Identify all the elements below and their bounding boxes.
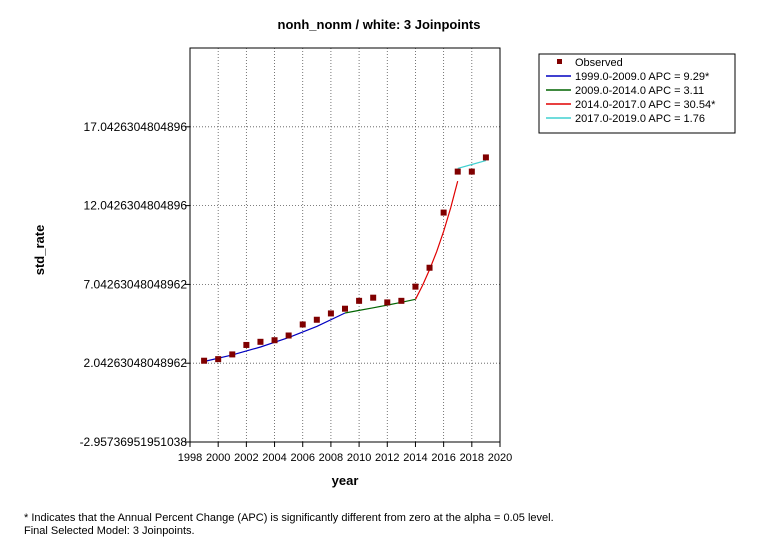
y-axis-ticks: -2.95736951951038 2.04263048048962 7.04263… xyxy=(80,120,190,449)
observed-point xyxy=(271,337,278,344)
x-axis-ticks: 1998 2000 2002 2004 2006 2008 2010 2012 2014 2016… xyxy=(178,442,512,464)
x-tick-label: 2004 xyxy=(262,452,286,464)
grid-lines xyxy=(189,48,501,443)
observed-point xyxy=(454,168,461,175)
legend-label: 2014.0-2017.0 APC = 30.54* xyxy=(575,99,716,111)
observed-point xyxy=(370,294,377,301)
legend-label: 2017.0-2019.0 APC = 1.76 xyxy=(575,113,705,125)
observed-point xyxy=(257,338,264,345)
series-line xyxy=(457,160,487,169)
y-tick-label: 7.04263048048962 xyxy=(84,277,188,291)
x-tick-label: 2016 xyxy=(431,452,455,464)
observed-point xyxy=(201,357,208,364)
legend-label: 1999.0-2009.0 APC = 9.29* xyxy=(575,71,710,83)
legend-label: 2009.0-2014.0 APC = 3.11 xyxy=(575,85,704,97)
observed-point xyxy=(426,264,433,271)
y-tick-label: 12.0426304804896 xyxy=(84,199,188,213)
y-tick-label: -2.95736951951038 xyxy=(80,435,188,449)
x-tick-label: 1998 xyxy=(178,452,202,464)
observed-point xyxy=(313,316,320,323)
observed-points xyxy=(201,154,489,364)
observed-point xyxy=(285,332,292,339)
x-tick-label: 2010 xyxy=(347,452,371,464)
observed-point xyxy=(243,341,250,348)
legend-box xyxy=(538,53,736,134)
x-tick-label: 2006 xyxy=(290,452,314,464)
x-tick-label: 2020 xyxy=(488,452,512,464)
footnote-significance: * Indicates that the Annual Percent Chan… xyxy=(24,512,554,524)
chart-title: nonh_nonm / white: 3 Joinpoints xyxy=(278,17,481,32)
observed-point xyxy=(299,321,306,328)
observed-point xyxy=(482,154,489,161)
legend: Observed 1999.0-2009.0 APC = 9.29* 2009.0-… xyxy=(538,53,736,134)
x-tick-label: 2000 xyxy=(206,452,230,464)
observed-point xyxy=(327,310,334,317)
y-tick-label: 2.04263048048962 xyxy=(84,356,188,370)
observed-point xyxy=(215,356,222,363)
legend-label-observed: Observed xyxy=(575,57,623,69)
observed-point xyxy=(384,299,391,306)
observed-point xyxy=(468,168,475,175)
legend-marker-observed xyxy=(557,59,562,64)
observed-point xyxy=(229,351,236,358)
y-axis-title: std_rate xyxy=(32,225,47,276)
observed-point xyxy=(398,297,405,304)
observed-point xyxy=(342,305,348,312)
footnote-final-model: Final Selected Model: 3 Joinpoints. xyxy=(24,525,195,537)
x-tick-label: 2012 xyxy=(375,452,399,464)
x-tick-label: 2018 xyxy=(460,452,484,464)
y-tick-label: 17.0426304804896 xyxy=(84,120,188,134)
x-tick-label: 2002 xyxy=(234,452,258,464)
series-line xyxy=(414,180,459,300)
series-line xyxy=(344,298,416,314)
observed-point xyxy=(356,297,363,304)
x-tick-label: 2014 xyxy=(403,452,427,464)
observed-point xyxy=(412,283,419,290)
x-axis-title: year xyxy=(332,473,359,488)
observed-point xyxy=(440,209,447,216)
x-tick-label: 2008 xyxy=(319,452,343,464)
plot-area-frame xyxy=(189,47,501,443)
